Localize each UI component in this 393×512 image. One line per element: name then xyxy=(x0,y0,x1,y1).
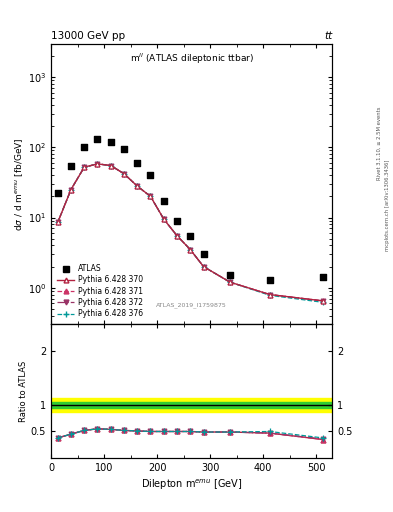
Bar xyxy=(51,401,332,408)
Text: Rivet 3.1.10, ≥ 2.5M events: Rivet 3.1.10, ≥ 2.5M events xyxy=(377,106,382,180)
Text: tt: tt xyxy=(324,31,332,41)
Text: 13000 GeV pp: 13000 GeV pp xyxy=(51,31,125,41)
Text: ATLAS_2019_I1759875: ATLAS_2019_I1759875 xyxy=(156,302,227,308)
Point xyxy=(227,271,233,280)
X-axis label: Dilepton m$^{emu}$ [GeV]: Dilepton m$^{emu}$ [GeV] xyxy=(141,477,242,492)
Point xyxy=(200,250,207,259)
Point xyxy=(320,273,326,282)
Point xyxy=(55,189,61,198)
Point xyxy=(134,159,140,167)
Point xyxy=(108,138,114,146)
Text: mcplots.cern.ch [arXiv:1306.3436]: mcplots.cern.ch [arXiv:1306.3436] xyxy=(385,159,389,250)
Y-axis label: Ratio to ATLAS: Ratio to ATLAS xyxy=(19,361,28,422)
Point xyxy=(174,217,180,225)
Text: m$^{ll}$ (ATLAS dileptonic ttbar): m$^{ll}$ (ATLAS dileptonic ttbar) xyxy=(130,52,253,67)
Y-axis label: d$\sigma$ / d m$^{emu}$ [fb/GeV]: d$\sigma$ / d m$^{emu}$ [fb/GeV] xyxy=(13,137,25,231)
Point xyxy=(94,135,101,143)
Point xyxy=(266,275,273,284)
Bar xyxy=(51,398,332,412)
Point xyxy=(81,143,87,152)
Point xyxy=(161,197,167,205)
Point xyxy=(147,171,154,179)
Point xyxy=(121,145,127,153)
Point xyxy=(68,161,74,169)
Point xyxy=(187,231,193,240)
Legend: ATLAS, Pythia 6.428 370, Pythia 6.428 371, Pythia 6.428 372, Pythia 6.428 376: ATLAS, Pythia 6.428 370, Pythia 6.428 37… xyxy=(55,262,145,321)
